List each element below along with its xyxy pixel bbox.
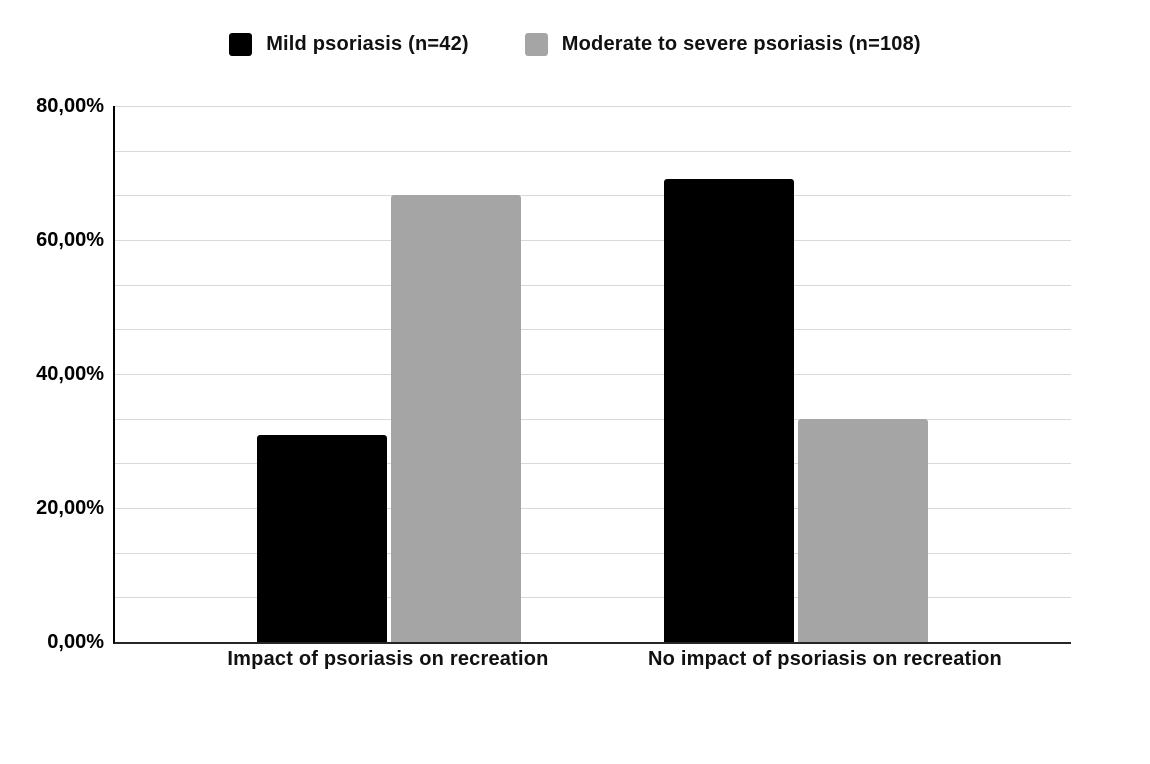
x-axis-category-label: No impact of psoriasis on recreation: [648, 648, 1002, 670]
y-axis-tick-label: 0,00%: [47, 631, 104, 653]
gridline: [115, 106, 1071, 107]
gridline: [115, 374, 1071, 375]
gridline: [115, 597, 1071, 599]
y-axis-tick-label: 20,00%: [36, 497, 104, 519]
gridline: [115, 150, 1071, 152]
bar-mild-cat2: [664, 179, 794, 642]
gridline: [115, 284, 1071, 286]
chart-legend: Mild psoriasis (n=42) Moderate to severe…: [0, 33, 1150, 56]
legend-label-moderate-severe: Moderate to severe psoriasis (n=108): [561, 33, 921, 55]
y-axis-tick-label: 40,00%: [36, 363, 104, 385]
bar-moderate-severe-cat1: [391, 195, 521, 642]
plot-area: [113, 106, 1071, 644]
y-axis-tick-label: 60,00%: [36, 229, 104, 251]
legend-item-moderate-severe-psoriasis: Moderate to severe psoriasis (n=108): [524, 33, 921, 56]
legend-swatch-mild-icon: [229, 33, 253, 56]
gridline: [115, 508, 1071, 509]
gridline: [115, 552, 1071, 554]
gridline: [115, 329, 1071, 331]
gridline: [115, 195, 1071, 197]
y-axis-tick-label: 80,00%: [36, 95, 104, 117]
x-axis-category-label: Impact of psoriasis on recreation: [227, 648, 549, 670]
bar-mild-cat1: [257, 434, 387, 642]
gridline: [115, 463, 1071, 465]
gridline: [115, 240, 1071, 241]
legend-swatch-moderate-severe-icon: [524, 33, 548, 56]
legend-item-mild-psoriasis: Mild psoriasis (n=42): [229, 33, 469, 56]
legend-label-mild: Mild psoriasis (n=42): [266, 33, 469, 55]
bar-moderate-severe-cat2: [798, 418, 928, 642]
gridline: [115, 418, 1071, 420]
